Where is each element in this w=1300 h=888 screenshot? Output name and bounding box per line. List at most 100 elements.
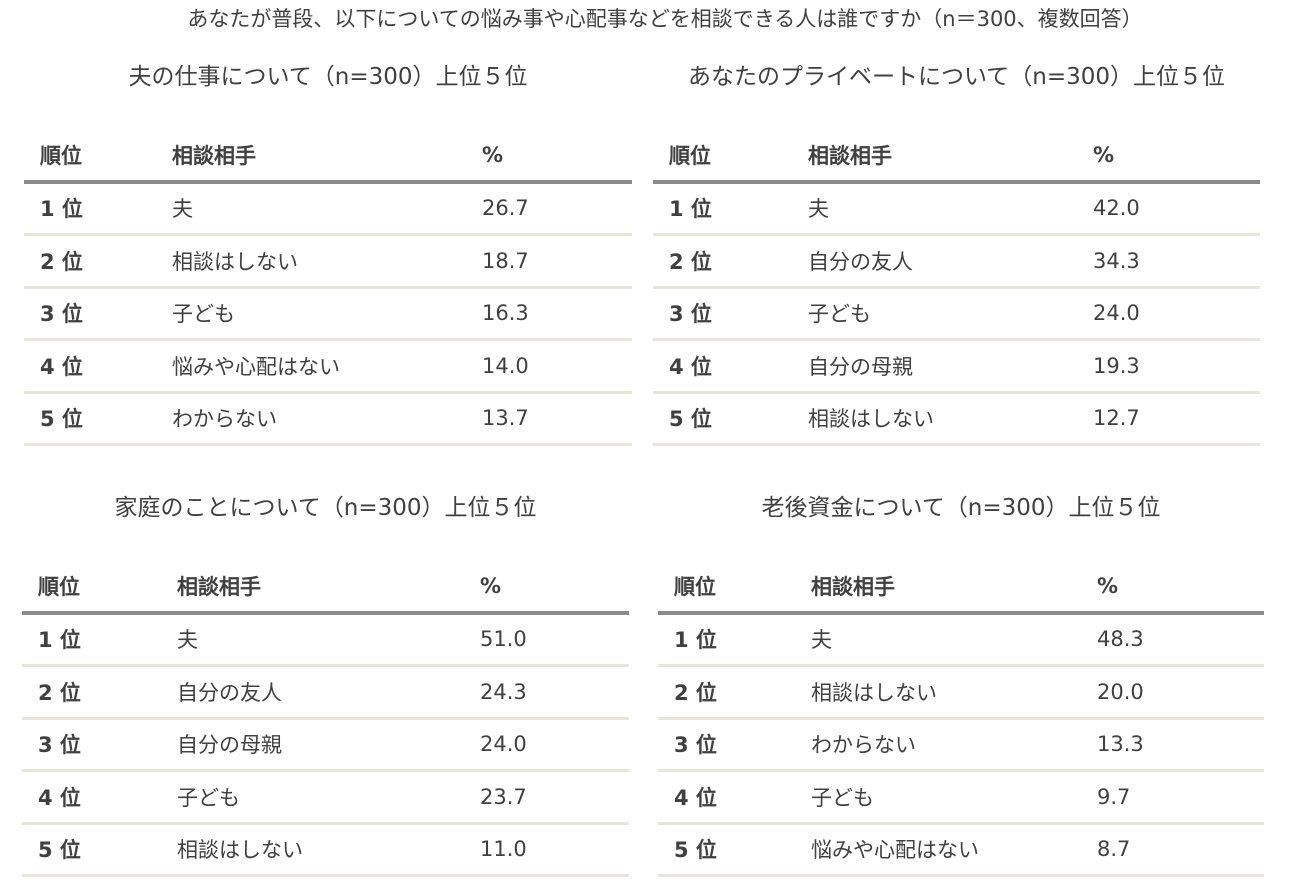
rank-cell: 3 位: [38, 733, 81, 758]
panel-title: 夫の仕事について（n=300）上位５位: [128, 64, 528, 90]
pct-cell: 19.3: [1093, 353, 1140, 378]
person-cell: 相談はしない: [177, 838, 303, 863]
table-header-row: 順位 相談相手 %: [24, 131, 632, 184]
pct-cell: 16.3: [482, 301, 529, 326]
person-cell: 夫: [811, 628, 832, 653]
panel-private: あなたのプライベートについて（n=300）上位５位 順位 相談相手 % 1 位 …: [653, 0, 1260, 450]
panel-household: 家庭のことについて（n=300）上位５位 順位 相談相手 % 1 位 夫 51.…: [22, 450, 629, 888]
panel-title: 家庭のことについて（n=300）上位５位: [114, 495, 537, 521]
pct-cell: 24.0: [480, 732, 527, 757]
pct-cell: 11.0: [480, 837, 527, 862]
person-cell: 相談はしない: [808, 407, 934, 432]
rank-cell: 3 位: [674, 733, 717, 758]
table-row: 1 位 夫 26.7: [24, 184, 632, 236]
table-row: 5 位 わからない 13.7: [24, 394, 632, 446]
person-cell: 自分の友人: [808, 249, 913, 274]
pct-cell: 23.7: [480, 784, 527, 809]
table-row: 1 位 夫 42.0: [653, 184, 1260, 236]
table-row: 1 位 夫 48.3: [658, 615, 1264, 667]
pct-cell: 24.3: [480, 679, 527, 704]
table-row: 2 位 自分の友人 24.3: [22, 667, 629, 720]
pct-cell: 12.7: [1093, 406, 1140, 431]
table-row: 5 位 相談はしない 12.7: [653, 394, 1260, 446]
table-row: 2 位 相談はしない 18.7: [24, 236, 632, 289]
rank-cell: 5 位: [38, 838, 81, 863]
rank-cell: 1 位: [40, 197, 83, 222]
panel-title: あなたのプライベートについて（n=300）上位５位: [687, 64, 1226, 90]
rank-cell: 1 位: [674, 628, 717, 653]
table-row: 2 位 自分の友人 34.3: [653, 236, 1260, 289]
rank-cell: 2 位: [40, 249, 83, 274]
pct-cell: 48.3: [1097, 627, 1144, 652]
table-header-row: 順位 相談相手 %: [658, 562, 1264, 615]
table-row: 1 位 夫 51.0: [22, 615, 629, 667]
rank-cell: 4 位: [669, 354, 712, 379]
table-row: 3 位 自分の母親 24.0: [22, 720, 629, 772]
panel-husband-work: 夫の仕事について（n=300）上位５位 順位 相談相手 % 1 位 夫 26.7…: [24, 0, 632, 450]
ranking-table: 順位 相談相手 % 1 位 夫 42.0 2 位 自分の友人 34.3 3 位 …: [653, 131, 1260, 446]
table-row: 3 位 子ども 16.3: [24, 289, 632, 341]
person-cell: 夫: [177, 628, 198, 653]
pct-cell: 8.7: [1097, 837, 1131, 862]
rank-cell: 4 位: [674, 785, 717, 810]
table-row: 2 位 相談はしない 20.0: [658, 667, 1264, 720]
pct-cell: 13.7: [482, 406, 529, 431]
rank-cell: 5 位: [669, 407, 712, 432]
table-row: 4 位 自分の母親 19.3: [653, 341, 1260, 394]
person-cell: 子ども: [172, 302, 235, 327]
person-cell: 自分の友人: [177, 680, 282, 705]
person-cell: 自分の母親: [808, 354, 913, 379]
pct-cell: 13.3: [1097, 732, 1144, 757]
header-person: 相談相手: [172, 144, 256, 169]
person-cell: 子ども: [808, 302, 871, 327]
person-cell: 子ども: [177, 785, 240, 810]
table-row: 4 位 子ども 9.7: [658, 772, 1264, 825]
pct-cell: 9.7: [1097, 784, 1131, 809]
header-person: 相談相手: [177, 575, 261, 600]
rank-cell: 3 位: [40, 302, 83, 327]
pct-cell: 24.0: [1093, 301, 1140, 326]
rank-cell: 3 位: [669, 302, 712, 327]
person-cell: わからない: [172, 407, 277, 432]
rank-cell: 5 位: [674, 838, 717, 863]
table-header-row: 順位 相談相手 %: [653, 131, 1260, 184]
person-cell: わからない: [811, 733, 916, 758]
person-cell: 悩みや心配はない: [172, 354, 340, 379]
person-cell: 夫: [808, 197, 829, 222]
header-person: 相談相手: [808, 144, 892, 169]
rank-cell: 2 位: [674, 680, 717, 705]
person-cell: 夫: [172, 197, 193, 222]
ranking-table: 順位 相談相手 % 1 位 夫 51.0 2 位 自分の友人 24.3 3 位 …: [22, 562, 629, 877]
rank-cell: 2 位: [669, 249, 712, 274]
header-pct: %: [1093, 143, 1115, 168]
person-cell: 相談はしない: [172, 249, 298, 274]
table-row: 3 位 わからない 13.3: [658, 720, 1264, 772]
header-rank: 順位: [38, 575, 80, 600]
header-pct: %: [1097, 574, 1119, 599]
pct-cell: 34.3: [1093, 248, 1140, 273]
rank-cell: 1 位: [669, 197, 712, 222]
pct-cell: 42.0: [1093, 196, 1140, 221]
rank-cell: 4 位: [40, 354, 83, 379]
pct-cell: 26.7: [482, 196, 529, 221]
ranking-table: 順位 相談相手 % 1 位 夫 26.7 2 位 相談はしない 18.7 3 位…: [24, 131, 632, 446]
person-cell: 悩みや心配はない: [811, 838, 979, 863]
person-cell: 子ども: [811, 785, 874, 810]
page-title: あなたが普段、以下についての悩み事や心配事などを相談できる人は誰ですか（n＝30…: [187, 7, 1143, 31]
ranking-table: 順位 相談相手 % 1 位 夫 48.3 2 位 相談はしない 20.0 3 位…: [658, 562, 1264, 877]
header-person: 相談相手: [811, 575, 895, 600]
table-header-row: 順位 相談相手 %: [22, 562, 629, 615]
pct-cell: 20.0: [1097, 679, 1144, 704]
rank-cell: 1 位: [38, 628, 81, 653]
pct-cell: 18.7: [482, 248, 529, 273]
pct-cell: 14.0: [482, 353, 529, 378]
table-row: 4 位 子ども 23.7: [22, 772, 629, 825]
rank-cell: 5 位: [40, 407, 83, 432]
person-cell: 自分の母親: [177, 733, 282, 758]
rank-cell: 4 位: [38, 785, 81, 810]
table-row: 3 位 子ども 24.0: [653, 289, 1260, 341]
header-rank: 順位: [40, 144, 82, 169]
panel-title: 老後資金について（n=300）上位５位: [761, 495, 1161, 521]
person-cell: 相談はしない: [811, 680, 937, 705]
rank-cell: 2 位: [38, 680, 81, 705]
